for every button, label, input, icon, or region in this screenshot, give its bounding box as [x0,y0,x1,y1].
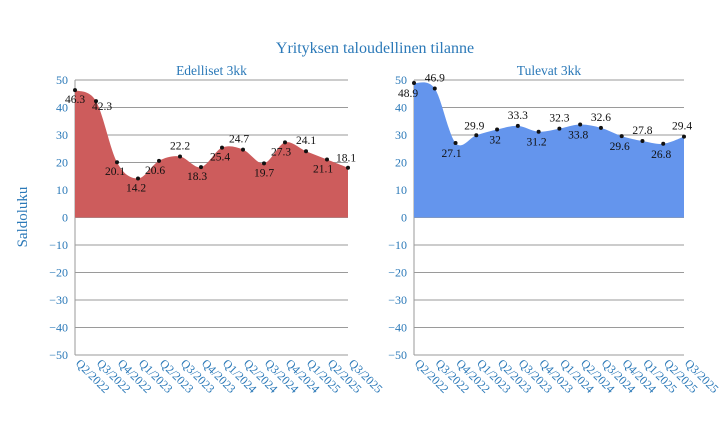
data-point [619,134,624,139]
data-label: 20.1 [105,166,125,178]
chart-panel-2: Tulevat 3kk −50 −40 −30 −20 −10 0 10 20 30 40 5048.… [388,63,720,396]
data-label: 31.2 [527,137,547,149]
y-tick-label: −20 [49,266,68,280]
y-tick-label: 10 [395,183,407,197]
data-label: 14.2 [126,182,146,194]
area-series [414,82,684,218]
data-point [432,86,437,91]
data-label: 33.3 [508,110,528,122]
data-label: 19.7 [254,167,274,179]
panel-title: Edelliset 3kk [176,63,247,78]
y-tick-label: −30 [388,293,407,307]
data-label: 27.1 [441,148,461,160]
y-tick-label: −20 [388,266,407,280]
data-point [557,126,562,131]
y-tick-label: 40 [395,101,407,115]
data-label: 32.6 [591,112,611,124]
data-point [682,134,686,139]
data-point [199,165,203,170]
y-tick-label: −10 [49,238,68,252]
data-label: 20.6 [145,165,165,177]
data-label: 29.6 [610,141,630,153]
data-point [661,141,666,146]
data-point [73,88,77,93]
data-point [325,157,329,162]
data-label: 22.2 [170,140,190,152]
data-label: 27.8 [632,125,652,137]
data-label: 24.1 [296,135,316,147]
data-point [220,145,224,150]
data-point [283,140,287,145]
data-label: 24.7 [229,134,249,146]
y-tick-label: 50 [56,73,68,87]
data-label: 32 [489,135,501,147]
data-point [536,129,541,134]
data-label: 32.3 [549,113,569,125]
data-point [495,127,500,132]
y-tick-label: 50 [395,73,407,87]
data-label: 29.4 [672,121,692,133]
y-tick-label: −50 [388,348,407,362]
data-point [178,154,182,159]
data-label: 42.3 [92,101,112,113]
data-point [346,165,350,170]
chart-title: Yrityksen taloudellinen tilanne [276,40,474,57]
y-tick-label: −30 [49,293,68,307]
data-point [598,125,603,130]
area-series [75,90,348,218]
data-point [453,140,458,145]
data-label: 46.9 [425,73,445,85]
data-label: 25.4 [210,152,230,164]
data-point [515,123,520,128]
y-axis-label: Saldoluku [15,186,31,247]
data-point [304,149,308,154]
y-tick-label: 0 [62,211,68,225]
y-tick-label: 10 [56,183,68,197]
data-label: 18.3 [187,171,207,183]
data-label: 21.1 [313,163,333,175]
data-point [474,133,479,138]
data-point [412,81,416,86]
y-tick-label: −10 [388,238,407,252]
y-tick-label: 40 [56,101,68,115]
chart-panels: Edelliset 3kk−50−40−30−20−10010203040504… [49,63,720,396]
data-label: 48.9 [398,88,418,100]
data-point [262,161,266,166]
data-label: 27.3 [271,146,291,158]
y-tick-label: 20 [395,156,407,170]
data-label: 29.9 [464,120,484,132]
chart-panel-1: Edelliset 3kk −50 −40 −30 −20 −10 0 10 20 30 40 50 4… [49,63,385,396]
data-point [241,147,245,152]
y-tick-label: −50 [49,348,68,362]
y-tick-label: −40 [388,321,407,335]
y-tick-label: 20 [56,156,68,170]
data-point [136,176,140,181]
y-tick-label: 30 [56,128,68,142]
data-label: 18.1 [336,153,356,165]
y-tick-label: −40 [49,321,68,335]
data-point [578,122,583,127]
data-point [157,158,161,163]
data-point [94,99,98,104]
data-label: 46.3 [65,94,85,106]
data-label: 33.8 [568,130,588,142]
data-point [640,139,645,144]
panel-title: Tulevat 3kk [517,63,582,78]
data-label: 26.8 [651,149,671,161]
data-point [115,160,119,165]
y-tick-label: 30 [395,128,407,142]
y-tick-label: 0 [401,211,407,225]
